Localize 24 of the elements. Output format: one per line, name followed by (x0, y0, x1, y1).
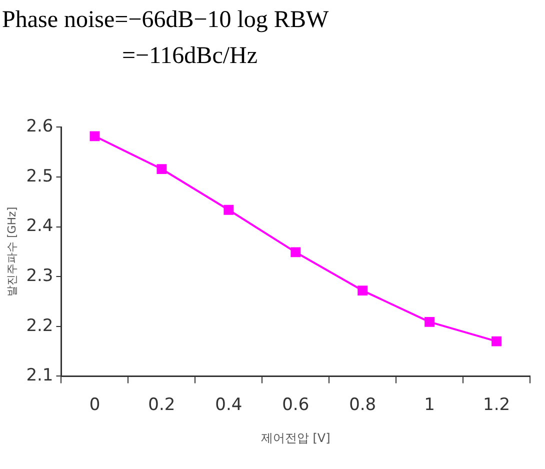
x-tick-label: 0.4 (215, 394, 242, 415)
point (90, 131, 100, 142)
y-tick-label: 2.6 (26, 116, 54, 137)
text: =−116dBc/Hz (121, 42, 258, 71)
x-tick-label: 1.2 (482, 394, 510, 415)
y-tick-label: 2.2 (26, 316, 54, 336)
point (224, 204, 234, 215)
point (358, 286, 368, 296)
x-tick-label: 0.8 (349, 394, 376, 415)
text: Phase noise=−66dB−10 log RBW (2, 6, 330, 35)
x-axis-title: 제어전압 [V] (260, 430, 330, 445)
y-tick-label: 2.1 (26, 366, 54, 386)
y-tick-label: 2.4 (26, 216, 54, 236)
point (290, 247, 301, 258)
point (424, 316, 434, 327)
x-tick-label: 0.6 (282, 394, 310, 415)
x-tick-label: 1 (424, 394, 435, 415)
x-tick-label: 0 (89, 394, 100, 415)
point (492, 336, 502, 346)
y-tick-label: 2.5 (26, 166, 54, 186)
y-tick-label: 2.3 (26, 266, 54, 286)
x-tick-label: 0.2 (148, 394, 176, 415)
y-axis-title: 발진주파수 [GHz] (5, 206, 18, 297)
point (156, 164, 167, 174)
